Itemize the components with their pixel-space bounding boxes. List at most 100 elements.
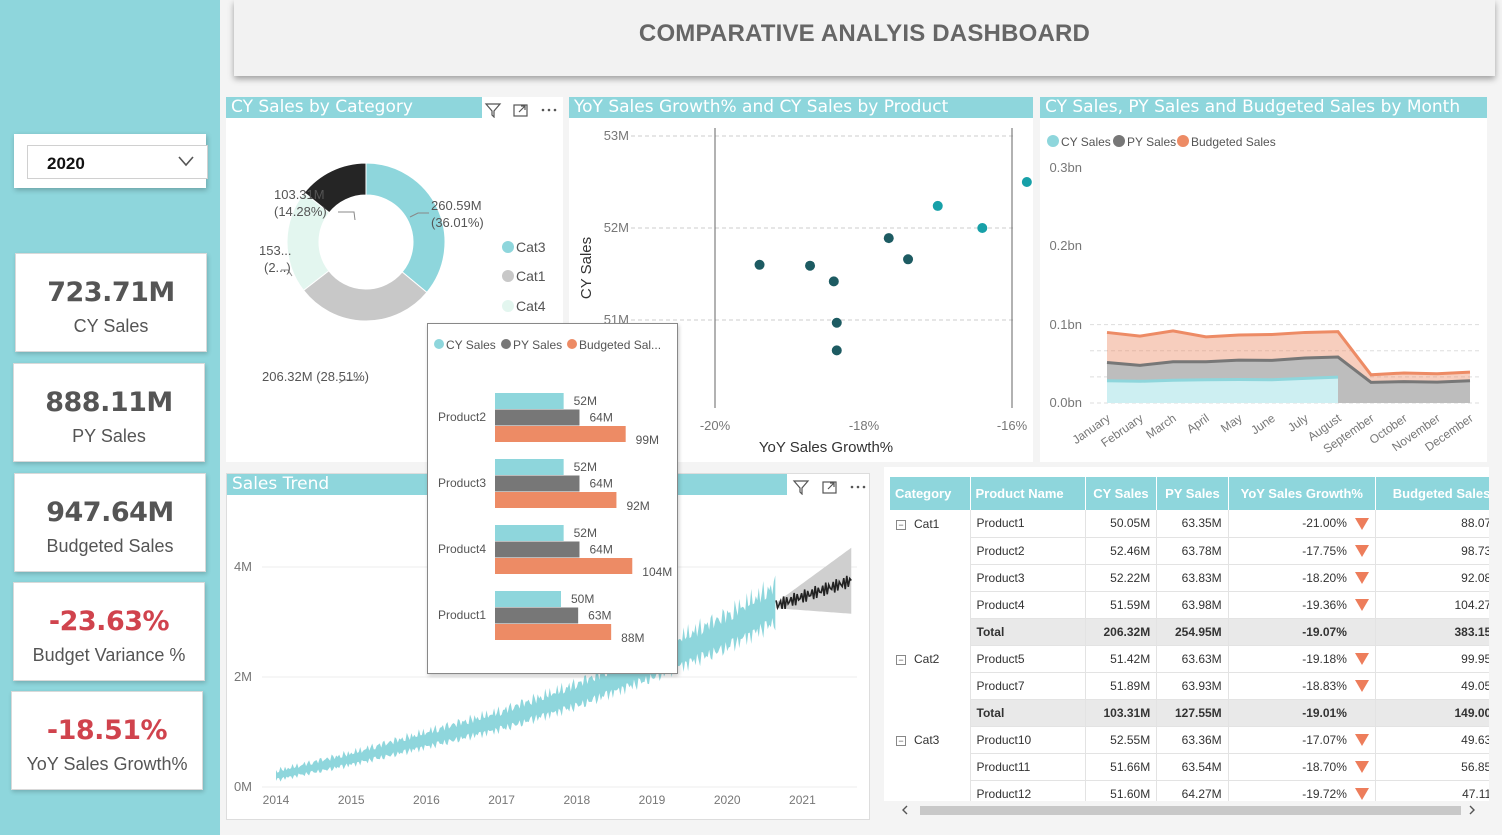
cy-area (1107, 377, 1338, 403)
panel-title: CY Sales, PY Sales and Budgeted Sales by… (1040, 97, 1487, 118)
legend-marker-cy (434, 339, 444, 349)
focus-mode-icon[interactable] (512, 102, 530, 118)
kpi-value: 888.11M (45, 387, 173, 418)
table-cell: Product4 (970, 591, 1086, 619)
collapse-icon[interactable]: − (896, 736, 906, 746)
table-cell: -17.75% (1228, 537, 1376, 565)
area-panel[interactable]: CY Sales, PY Sales and Budgeted Sales by… (1040, 97, 1487, 462)
area-chart[interactable]: CY Sales PY Sales Budgeted Sales January… (1040, 118, 1487, 462)
table-row[interactable]: −Cat1 Product1 50.05M 63.35M -21.00% 88.07M (890, 510, 1489, 645)
table-cell: -18.83% (1228, 672, 1376, 700)
table-row[interactable]: Product2 52.46M 63.78M -17.75% 98.73M (890, 537, 1489, 565)
total-cell: -19.07% (1228, 618, 1376, 646)
y-tick: 53M (604, 128, 629, 143)
down-arrow-icon (1354, 734, 1369, 747)
table-row[interactable]: −Cat3 Product10 52.55M 63.36M -17.07% 49.63M (890, 726, 1489, 807)
column-header[interactable]: PY Sales (1156, 477, 1229, 510)
total-cell: 206.32M (1085, 618, 1158, 646)
cell-value: 63.63M (1181, 651, 1222, 666)
filter-icon[interactable] (484, 102, 502, 118)
table-cell: 52.46M (1085, 537, 1158, 565)
scatter-point (831, 345, 842, 356)
legend-marker-cy (1047, 135, 1059, 147)
category-label: Cat3 (914, 733, 940, 747)
x-tick: 2020 (714, 793, 741, 807)
cell-value: 49.63M (1461, 732, 1489, 747)
table-row[interactable]: −Cat2 Product5 51.42M 63.63M -19.18% 99.95M (890, 645, 1489, 726)
table-cell: 63.54M (1156, 753, 1229, 781)
scroll-left-icon[interactable] (900, 804, 910, 816)
column-header[interactable]: Budgeted Sales (1375, 477, 1489, 510)
scroll-right-icon[interactable] (1467, 804, 1477, 816)
table-row[interactable]: Product11 51.66M 63.54M -18.70% 56.85M (890, 753, 1489, 781)
filter-icon[interactable] (792, 479, 810, 495)
cell-value: Product1 (976, 516, 1025, 531)
table-row[interactable]: Product4 51.59M 63.98M -19.36% 104.27M (890, 591, 1489, 619)
collapse-icon[interactable]: − (896, 520, 906, 530)
x-tick: March (1143, 411, 1178, 442)
more-options-icon[interactable] (539, 102, 559, 118)
year-dropdown-value: 2020 (47, 154, 85, 173)
y-tick: 4M (234, 559, 252, 574)
sales-matrix[interactable]: Category Product Name CY Sales PY Sales YoY … (884, 467, 1489, 820)
kpi-label: YoY Sales Growth% (26, 754, 188, 774)
legend-cy: CY Sales (446, 338, 496, 352)
bar-py (495, 409, 580, 426)
category-cell[interactable]: − Cat3 (890, 726, 971, 807)
table-row[interactable]: Product3 52.22M 63.83M -18.20% 92.08M (890, 564, 1489, 592)
donut-panel[interactable]: CY Sales by Category 260.59M (36.01%) 10… (226, 97, 563, 462)
table-cell: 49.05M (1375, 672, 1489, 700)
chevron-down-icon[interactable] (177, 154, 195, 168)
table-row[interactable]: Product7 51.89M 63.93M -18.83% 49.05M (890, 672, 1489, 700)
scatter-point (883, 233, 894, 244)
column-header[interactable]: YoY Sales Growth% (1228, 477, 1376, 510)
y-tick: 52M (604, 220, 629, 235)
down-arrow-icon (1354, 788, 1369, 801)
cell-value: -19.36% (1302, 597, 1347, 612)
table-cell: 52.22M (1085, 564, 1158, 592)
table-cell: -18.20% (1228, 564, 1376, 592)
cell-value: 52.22M (1110, 570, 1151, 585)
category-cell[interactable]: − Cat1 (890, 510, 971, 645)
bar-cy (495, 393, 564, 409)
year-slicer[interactable]: 2020 (14, 134, 208, 188)
scatter-chart[interactable]: 53M 52M 51M -20% -18% -16% YoY Sales Gro… (569, 118, 1033, 462)
focus-mode-icon[interactable] (821, 479, 839, 495)
trend-chart[interactable]: 4M 2M 0M 2014 2015 2016 2017 2018 2019 2020 202… (227, 495, 869, 819)
scatter-point (831, 317, 842, 328)
column-header[interactable]: Product Name (970, 477, 1086, 510)
donut-chart[interactable]: 260.59M (36.01%) 103.31M (14.28%) 153...… (226, 118, 563, 462)
x-tick: April (1184, 411, 1212, 436)
table-cell: -19.36% (1228, 591, 1376, 619)
scatter-point (754, 259, 765, 270)
y-tick: 0.3bn (1049, 160, 1082, 175)
total-cell: 103.31M (1085, 699, 1158, 727)
scrollbar-thumb[interactable] (920, 806, 1461, 815)
bar-value-label: 52M (574, 394, 597, 408)
cell-value: -17.07% (1302, 732, 1347, 747)
y-tick: 0.0bn (1049, 395, 1082, 410)
bar-budget (495, 624, 612, 640)
collapse-icon[interactable]: − (896, 655, 906, 665)
more-options-icon[interactable] (848, 479, 868, 495)
cell-value: 56.85M (1461, 759, 1489, 774)
table-cell: 99.95M (1375, 645, 1489, 673)
horizontal-scrollbar[interactable] (884, 801, 1489, 820)
table-cell: 51.42M (1085, 645, 1158, 673)
legend-budget: Budgeted Sales (1191, 135, 1276, 149)
category-cell[interactable]: − Cat2 (890, 645, 971, 726)
x-tick: -20% (700, 418, 731, 433)
table-cell: 98.73M (1375, 537, 1489, 565)
bar-value-label: 52M (574, 460, 597, 474)
legend-marker-cat1 (502, 270, 514, 282)
year-dropdown[interactable]: 2020 (27, 145, 208, 179)
down-arrow-icon (1354, 599, 1369, 612)
table-cell: -21.00% (1228, 510, 1376, 538)
cell-value: -19.72% (1302, 786, 1347, 801)
column-header[interactable]: CY Sales (1085, 477, 1158, 510)
kpi-value: -23.63% (48, 606, 170, 637)
column-header[interactable]: Category (890, 477, 971, 510)
table-cell: Product7 (970, 672, 1086, 700)
